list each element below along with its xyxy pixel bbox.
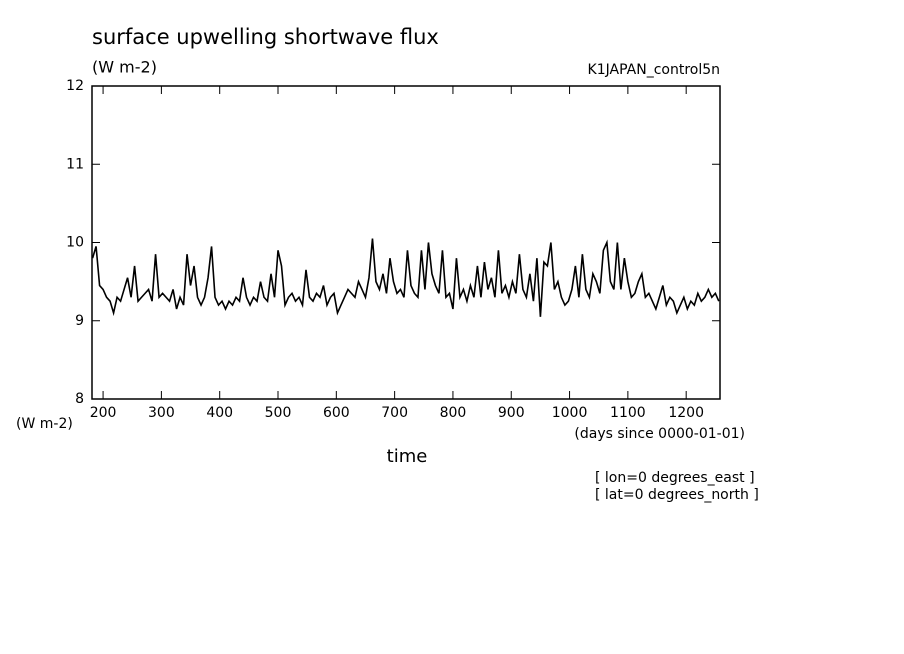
x-tick-label: 1000 bbox=[552, 405, 588, 421]
x-axis-title: time bbox=[387, 446, 428, 467]
x-unit-label: (days since 0000-01-01) bbox=[574, 426, 745, 442]
x-tick-label: 400 bbox=[206, 405, 233, 421]
run-label: K1JAPAN_control5n bbox=[588, 62, 720, 78]
y-tick-label: 8 bbox=[75, 391, 84, 407]
x-tick-label: 1100 bbox=[610, 405, 646, 421]
y-unit-label: (W m-2) bbox=[16, 416, 73, 432]
x-tick-label: 800 bbox=[440, 405, 467, 421]
x-tick-label: 300 bbox=[148, 405, 175, 421]
x-tick-label: 600 bbox=[323, 405, 350, 421]
x-tick-label: 200 bbox=[90, 405, 117, 421]
plot-frame bbox=[91, 85, 721, 400]
x-tick-label: 1200 bbox=[668, 405, 704, 421]
annotation: [ lon=0 degrees_east ] bbox=[595, 470, 755, 486]
chart-title: surface upwelling shortwave flux bbox=[92, 25, 439, 49]
y-tick-label: 12 bbox=[66, 78, 84, 94]
y-tick-label: 11 bbox=[66, 156, 84, 172]
x-tick-label: 700 bbox=[381, 405, 408, 421]
annotation: [ lat=0 degrees_north ] bbox=[595, 487, 759, 503]
y-tick-label: 10 bbox=[66, 235, 84, 251]
y-tick-label: 9 bbox=[75, 313, 84, 329]
data-line bbox=[91, 238, 720, 317]
x-tick-label: 900 bbox=[498, 405, 525, 421]
x-tick-label: 500 bbox=[265, 405, 292, 421]
chart-subtitle: (W m-2) bbox=[92, 58, 157, 77]
